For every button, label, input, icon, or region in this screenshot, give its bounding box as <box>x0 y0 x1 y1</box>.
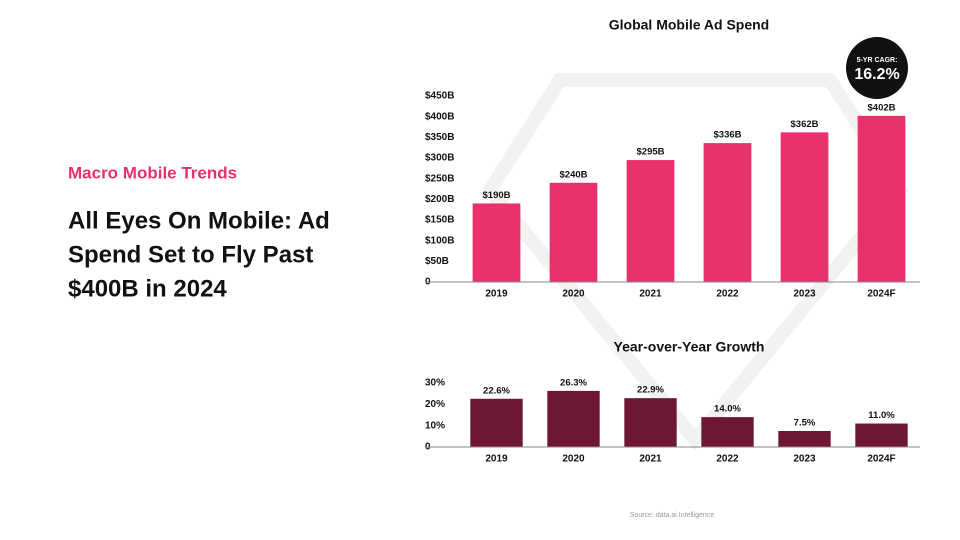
bar <box>624 398 677 447</box>
headline-line: All Eyes On Mobile: Ad <box>68 207 330 234</box>
headline-line: $400B in 2024 <box>68 275 227 302</box>
y-tick-label: 30% <box>425 378 445 389</box>
y-tick-label: $150B <box>425 215 454 226</box>
value-label: 22.6% <box>483 385 510 396</box>
bar <box>855 423 908 447</box>
y-tick-label: $100B <box>425 235 454 246</box>
value-label: $240B <box>560 169 588 180</box>
y-tick-label: $450B <box>425 91 454 102</box>
badge-label: 5-YR CAGR: <box>857 57 898 64</box>
bar <box>778 431 831 447</box>
value-label: 7.5% <box>794 418 816 429</box>
y-tick-label: $400B <box>425 111 454 122</box>
value-label: $402B <box>868 102 896 113</box>
x-tick-label: 2021 <box>639 289 662 300</box>
x-tick-label: 2020 <box>562 454 585 465</box>
chart-title: Year-over-Year Growth <box>614 339 765 355</box>
y-tick-label: $250B <box>425 173 454 184</box>
x-tick-label: 2024F <box>867 289 895 300</box>
value-label: $362B <box>791 119 819 130</box>
value-label: $336B <box>714 130 742 141</box>
cagr-badge <box>846 37 908 99</box>
x-tick-label: 2022 <box>716 454 739 465</box>
bar <box>780 132 829 282</box>
value-label: 22.9% <box>637 385 664 396</box>
y-tick-label: 10% <box>425 420 445 431</box>
x-tick-label: 2022 <box>716 289 739 300</box>
bar <box>549 182 598 282</box>
value-label: $295B <box>637 147 665 158</box>
x-tick-label: 2021 <box>639 454 662 465</box>
value-label: $190B <box>483 190 511 201</box>
bar <box>701 417 754 447</box>
y-tick-label: $50B <box>425 256 449 267</box>
y-tick-label: $300B <box>425 153 454 164</box>
bar <box>472 203 521 282</box>
x-tick-label: 2019 <box>485 289 508 300</box>
x-tick-label: 2024F <box>867 454 895 465</box>
y-tick-label: $350B <box>425 132 454 143</box>
x-tick-label: 2020 <box>562 289 585 300</box>
source: Source: data.ai Intelligence <box>630 512 715 519</box>
badge-value: 16.2% <box>854 66 899 83</box>
y-tick-label: 20% <box>425 399 445 410</box>
y-tick-label: $200B <box>425 194 454 205</box>
x-tick-label: 2019 <box>485 454 508 465</box>
value-label: 14.0% <box>714 404 741 415</box>
x-tick-label: 2023 <box>793 289 816 300</box>
bar <box>547 390 600 447</box>
headline-line: Spend Set to Fly Past <box>68 241 313 268</box>
x-tick-label: 2023 <box>793 454 816 465</box>
bar <box>857 115 906 282</box>
chart-title: Global Mobile Ad Spend <box>609 17 769 33</box>
bar <box>626 160 675 282</box>
value-label: 26.3% <box>560 377 587 388</box>
eyebrow: Macro Mobile Trends <box>68 163 237 182</box>
value-label: 11.0% <box>868 410 895 421</box>
watermark <box>481 73 909 452</box>
watermark-shape <box>481 73 909 452</box>
bar <box>703 143 752 282</box>
bar <box>470 398 523 447</box>
